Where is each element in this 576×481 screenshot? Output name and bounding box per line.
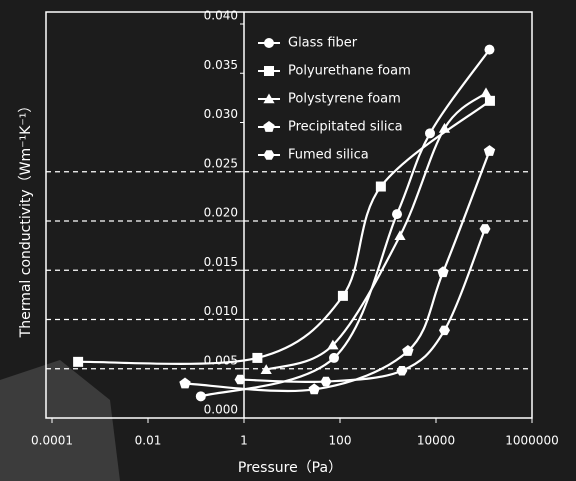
legend-label: Fumed silica — [288, 148, 369, 163]
marker — [394, 230, 406, 240]
marker — [337, 290, 348, 301]
plot-frame — [45, 11, 533, 419]
y-tick-label: 0.010 — [204, 304, 238, 318]
legend-label: Polystyrene foam — [288, 92, 401, 107]
marker — [327, 339, 339, 350]
marker — [308, 383, 320, 395]
marker — [484, 95, 495, 106]
x-tick-label: 0.01 — [135, 434, 162, 448]
y-tick-label: 0.005 — [204, 353, 238, 367]
y-tick-label: 0.000 — [204, 403, 238, 417]
y-tick-label: 0.040 — [204, 9, 238, 23]
x-tick-label: 10000 — [417, 434, 455, 448]
marker — [234, 374, 246, 385]
x-axis-title: Pressure（Pa） — [238, 460, 342, 476]
x-tick-label: 1 — [240, 434, 248, 448]
y-tick-label: 0.035 — [204, 58, 238, 72]
marker — [263, 121, 275, 132]
marker — [437, 266, 449, 278]
y-tick-label: 0.015 — [204, 255, 238, 269]
marker — [73, 356, 84, 367]
marker — [263, 93, 275, 104]
marker — [264, 66, 274, 76]
marker — [484, 44, 495, 55]
y-tick-label: 0.020 — [204, 206, 238, 220]
legend-label: Precipitated silica — [288, 120, 403, 135]
x-tick-label: 1000000 — [505, 434, 558, 448]
marker — [320, 376, 332, 387]
marker — [252, 352, 263, 363]
marker — [479, 224, 491, 234]
marker — [439, 325, 450, 336]
marker — [402, 345, 414, 356]
y-tick-label: 0.030 — [204, 107, 238, 121]
legend-label: Glass fiber — [288, 36, 358, 51]
background-texture — [0, 360, 120, 481]
x-tick-label: 0.0001 — [31, 434, 73, 448]
marker — [264, 38, 274, 48]
marker — [260, 364, 272, 374]
marker — [480, 87, 492, 98]
marker — [375, 181, 386, 192]
marker — [263, 150, 275, 160]
marker — [483, 145, 496, 156]
marker — [425, 128, 436, 139]
marker — [195, 391, 206, 402]
marker — [396, 366, 408, 376]
marker — [392, 209, 403, 220]
marker — [179, 377, 191, 389]
x-tick-label: 100 — [329, 434, 352, 448]
marker — [438, 122, 451, 133]
y-axis-title: Thermal conductivity（Wm⁻¹K⁻¹） — [18, 99, 34, 339]
marker — [329, 352, 340, 363]
y-tick-label: 0.025 — [204, 156, 238, 170]
legend-label: Polyurethane foam — [288, 64, 411, 79]
